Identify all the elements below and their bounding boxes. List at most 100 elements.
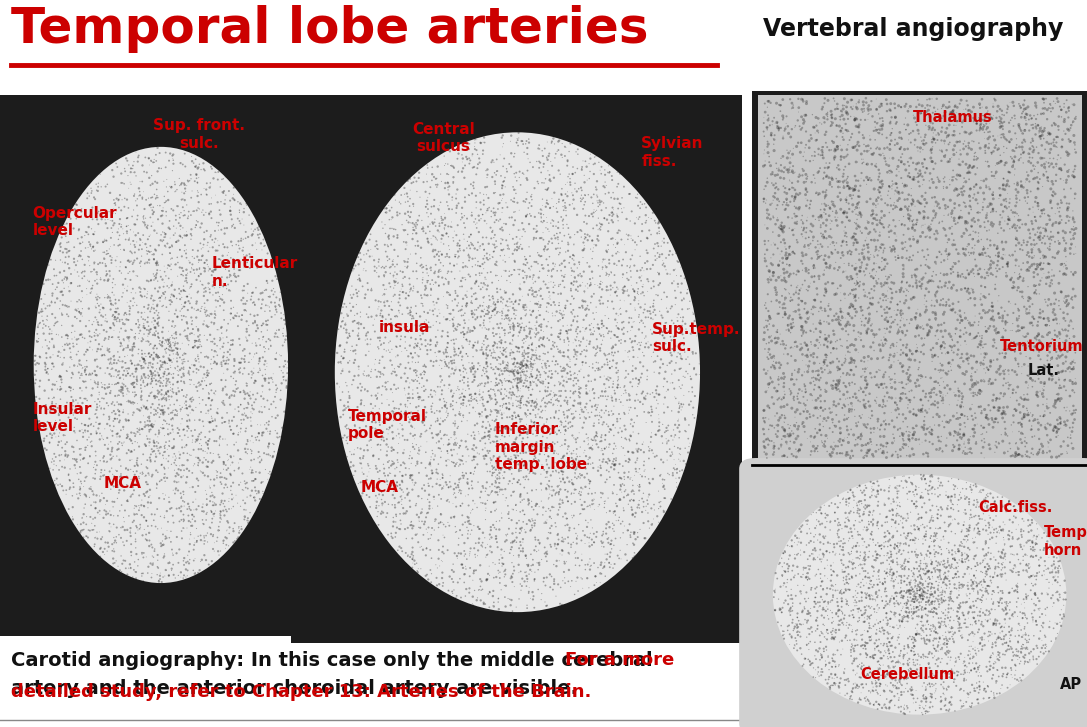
Point <box>986 568 1003 579</box>
Point <box>860 217 877 228</box>
Point <box>200 265 217 277</box>
Point <box>914 491 932 503</box>
Point <box>957 441 974 453</box>
Point <box>807 188 824 199</box>
Point <box>592 218 610 230</box>
Point <box>1028 387 1046 398</box>
Point <box>936 613 953 624</box>
Point <box>677 426 695 438</box>
Point <box>136 307 153 318</box>
Point <box>474 481 491 492</box>
Point <box>1003 222 1021 233</box>
Point <box>493 462 511 474</box>
Point <box>538 478 555 490</box>
Point <box>412 260 429 272</box>
Point <box>124 350 141 361</box>
Point <box>452 398 470 409</box>
Point <box>859 252 876 263</box>
Point <box>812 150 829 161</box>
Point <box>970 401 987 412</box>
Point <box>73 424 90 435</box>
Point <box>466 498 484 510</box>
Point <box>140 276 158 287</box>
Point <box>989 158 1007 169</box>
Point <box>495 393 512 404</box>
Point <box>814 548 832 560</box>
Point <box>486 425 503 436</box>
Point <box>451 365 468 377</box>
Point <box>225 537 242 548</box>
Point <box>885 496 902 507</box>
Point <box>921 325 938 337</box>
Point <box>950 545 967 557</box>
Point <box>1048 132 1065 143</box>
Point <box>466 406 484 417</box>
Point <box>71 443 88 455</box>
Point <box>40 374 58 386</box>
Point <box>862 427 879 438</box>
Point <box>72 250 89 262</box>
Point <box>1015 652 1033 664</box>
Point <box>129 321 147 333</box>
Point <box>366 423 384 435</box>
Point <box>404 198 422 210</box>
Point <box>468 595 486 606</box>
Point <box>108 303 125 315</box>
Point <box>863 526 880 537</box>
Point <box>493 225 511 236</box>
Point <box>220 496 237 507</box>
Point <box>204 278 222 290</box>
Point <box>432 473 449 485</box>
Point <box>447 287 464 299</box>
Point <box>368 393 386 405</box>
Point <box>909 587 926 599</box>
Point <box>799 212 816 223</box>
Point <box>334 364 351 375</box>
Point <box>842 111 860 122</box>
Point <box>52 393 70 405</box>
Point <box>994 409 1011 420</box>
Point <box>671 419 688 431</box>
Point <box>230 215 248 227</box>
Point <box>132 289 149 301</box>
Point <box>70 281 87 292</box>
Point <box>151 281 168 293</box>
Point <box>890 546 908 558</box>
Point <box>178 291 196 302</box>
Point <box>538 545 555 557</box>
Point <box>436 208 453 220</box>
Point <box>126 381 143 393</box>
Point <box>848 113 865 125</box>
Point <box>415 316 433 328</box>
Point <box>901 450 919 462</box>
Point <box>434 517 451 529</box>
Point <box>608 281 625 293</box>
Point <box>908 282 925 294</box>
Point <box>812 395 829 407</box>
Point <box>387 527 404 539</box>
Point <box>413 457 430 469</box>
Point <box>450 408 467 419</box>
Point <box>982 664 999 675</box>
Point <box>454 394 472 406</box>
Point <box>846 411 863 422</box>
Point <box>484 155 501 166</box>
Point <box>1051 609 1069 621</box>
Point <box>878 335 896 347</box>
Point <box>846 654 863 666</box>
Point <box>32 351 49 363</box>
Point <box>611 198 628 209</box>
Point <box>965 246 983 258</box>
Point <box>1017 629 1035 640</box>
Point <box>842 101 860 113</box>
Point <box>877 577 895 589</box>
Point <box>128 375 146 387</box>
Point <box>659 360 676 371</box>
Point <box>171 460 188 472</box>
Point <box>61 245 78 257</box>
Point <box>862 314 879 326</box>
Point <box>153 205 171 217</box>
Point <box>57 228 74 240</box>
Point <box>460 314 477 326</box>
Point <box>493 313 511 324</box>
